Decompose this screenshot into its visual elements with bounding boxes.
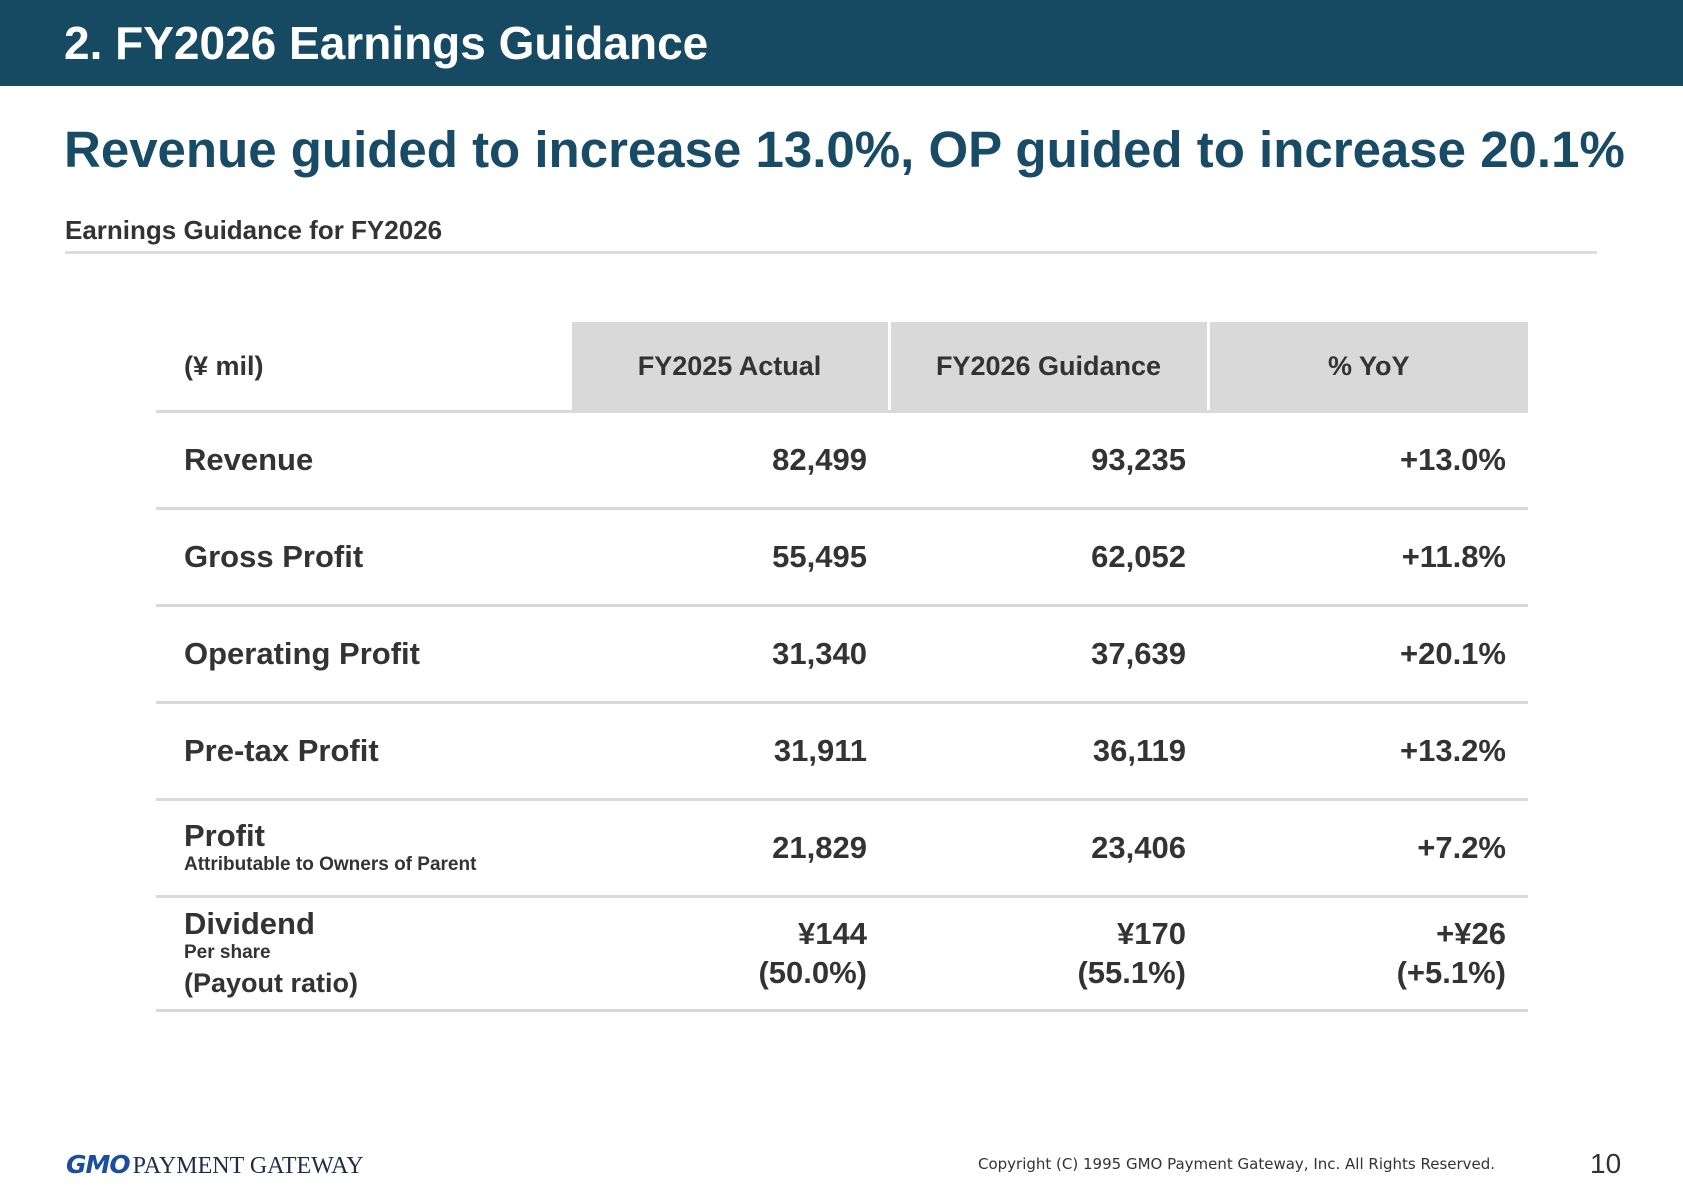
logo-mark: GMO <box>66 1150 131 1179</box>
fy2026-guidance-value: 93,235 <box>889 411 1208 510</box>
yoy-value: +7.2% <box>1208 799 1528 898</box>
yoy-value: +¥26 (+5.1%) <box>1208 896 1528 1012</box>
subtitle-divider <box>65 251 1597 254</box>
yoy-value: +13.0% <box>1208 411 1528 510</box>
fy2026-guidance-value: 62,052 <box>889 508 1208 607</box>
payout-ratio-value: (55.1%) <box>1077 954 1186 990</box>
column-header-fy2025-actual: FY2025 Actual <box>568 322 889 413</box>
section-title: 2. FY2026 Earnings Guidance <box>64 17 709 69</box>
fy2025-actual-value: 31,340 <box>570 605 889 704</box>
logo-text: PAYMENT GATEWAY <box>132 1153 364 1179</box>
fy2025-actual-value: ¥144 (50.0%) <box>570 896 889 1012</box>
yoy-value: +13.2% <box>1208 702 1528 801</box>
unit-header: (¥ mil) <box>156 322 570 413</box>
fy2025-actual-value: 82,499 <box>570 411 889 510</box>
slide-headline: Revenue guided to increase 13.0%, OP gui… <box>64 121 1625 178</box>
payout-ratio-change-value: (+5.1%) <box>1396 954 1506 990</box>
row-label: Profit <box>184 817 265 853</box>
fy2026-guidance-value: 36,119 <box>889 702 1208 801</box>
row-label: Operating Profit <box>156 605 570 704</box>
fy2026-guidance-value: 37,639 <box>889 605 1208 704</box>
fy2026-guidance-value: ¥170 (55.1%) <box>889 896 1208 1012</box>
header-bar: 2. FY2026 Earnings Guidance <box>0 0 1683 86</box>
page-number: 10 <box>1590 1148 1622 1179</box>
table-row-dividend: Dividend Per share (Payout ratio) ¥144 (… <box>156 896 1528 1012</box>
column-header-fy2026-guidance: FY2026 Guidance <box>887 322 1208 413</box>
row-label: Gross Profit <box>156 508 570 607</box>
dividend-value: ¥170 <box>1117 915 1186 951</box>
table-row-pretax-profit: Pre-tax Profit 31,911 36,119 +13.2% <box>156 702 1528 801</box>
fy2025-actual-value: 55,495 <box>570 508 889 607</box>
table-row-revenue: Revenue 82,499 93,235 +13.0% <box>156 411 1528 510</box>
table-subtitle: Earnings Guidance for FY2026 <box>65 215 443 245</box>
copyright-notice: Copyright (C) 1995 GMO Payment Gateway, … <box>978 1155 1496 1173</box>
dividend-change-value: +¥26 <box>1436 915 1506 951</box>
row-label-cell: Profit Attributable to Owners of Parent <box>156 799 570 898</box>
row-sublabel: Attributable to Owners of Parent <box>184 854 477 876</box>
table-row-gross-profit: Gross Profit 55,495 62,052 +11.8% <box>156 508 1528 607</box>
yoy-value: +11.8% <box>1208 508 1528 607</box>
table-header-row: (¥ mil) FY2025 Actual FY2026 Guidance % … <box>156 322 1528 413</box>
row-label: Dividend <box>184 905 315 941</box>
dividend-value: ¥144 <box>798 915 867 951</box>
row-label: Revenue <box>156 411 570 510</box>
company-logo: GMO PAYMENT GATEWAY <box>66 1150 364 1180</box>
yoy-value: +20.1% <box>1208 605 1528 704</box>
row-label: Pre-tax Profit <box>156 702 570 801</box>
table-row-operating-profit: Operating Profit 31,340 37,639 +20.1% <box>156 605 1528 704</box>
table-row-profit: Profit Attributable to Owners of Parent … <box>156 799 1528 898</box>
row-sublabel: Per share <box>184 942 271 964</box>
column-header-yoy: % YoY <box>1206 322 1528 413</box>
payout-ratio-value: (50.0%) <box>758 954 867 990</box>
fy2025-actual-value: 31,911 <box>570 702 889 801</box>
row-sublabel-payout: (Payout ratio) <box>184 968 359 999</box>
earnings-guidance-table: (¥ mil) FY2025 Actual FY2026 Guidance % … <box>156 322 1528 1012</box>
row-label-cell: Dividend Per share (Payout ratio) <box>156 896 570 1012</box>
fy2025-actual-value: 21,829 <box>570 799 889 898</box>
fy2026-guidance-value: 23,406 <box>889 799 1208 898</box>
